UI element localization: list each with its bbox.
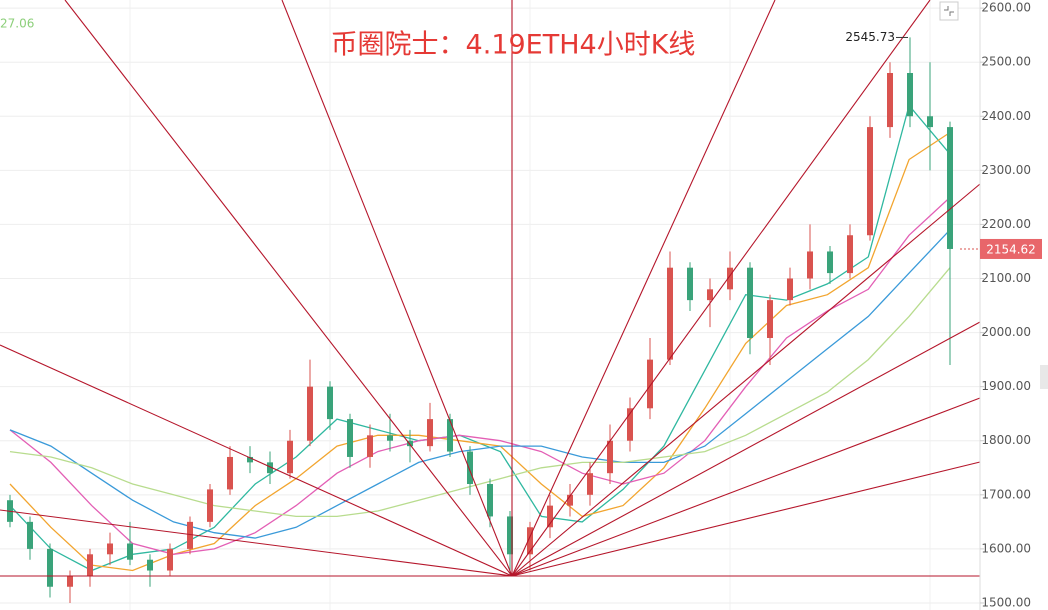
y-tick-label: 2400.00 xyxy=(981,109,1031,123)
candle-body xyxy=(667,267,673,360)
last-price-box xyxy=(980,238,1042,259)
fan-line xyxy=(511,397,981,577)
corner-label: 27.06 xyxy=(0,17,34,31)
y-tick-label: 1700.00 xyxy=(981,487,1031,501)
candle-body xyxy=(47,548,53,587)
candle-body xyxy=(467,451,473,484)
candle-body xyxy=(907,73,913,117)
y-tick-label: 2200.00 xyxy=(981,217,1031,231)
y-tick-label: 1600.00 xyxy=(981,541,1031,555)
last-price-label: 2154.62 xyxy=(986,242,1036,256)
y-tick-label: 2600.00 xyxy=(981,1,1031,15)
fan-line xyxy=(0,344,513,577)
candle-body xyxy=(587,473,593,495)
candle-body xyxy=(207,489,213,522)
candle-body xyxy=(727,267,733,290)
fan-line xyxy=(511,461,981,577)
grid xyxy=(0,7,980,604)
candle-body xyxy=(307,386,313,441)
candle-body xyxy=(527,527,533,555)
fan-line xyxy=(511,321,981,577)
candle-body xyxy=(447,419,453,452)
fan-line xyxy=(511,0,931,577)
expand-icon xyxy=(944,6,954,16)
moving-averages xyxy=(9,104,951,572)
candle-body xyxy=(267,462,273,474)
candle-body xyxy=(867,127,873,236)
candle-body xyxy=(607,440,613,474)
fan-line xyxy=(511,0,776,577)
candle-body xyxy=(407,440,413,447)
candle-body xyxy=(247,456,253,463)
y-axis: 1500.00 1600.00 1700.00 1800.00 1900.00 2000.… xyxy=(980,1,1031,609)
candle-body xyxy=(827,251,833,274)
candle-body xyxy=(687,267,693,301)
y-tick-label: 2500.00 xyxy=(981,55,1031,69)
candle-body xyxy=(507,516,513,555)
y-tick-label: 2100.00 xyxy=(981,271,1031,285)
candle-body xyxy=(947,127,953,249)
y-tick-label: 1900.00 xyxy=(981,379,1031,393)
y-tick-label: 2000.00 xyxy=(981,325,1031,339)
y-tick-label: 2300.00 xyxy=(981,163,1031,177)
high-label: 2545.73 xyxy=(845,30,895,44)
fan-line xyxy=(0,509,513,577)
candle-body xyxy=(387,435,393,441)
candle-body xyxy=(427,419,433,447)
y-tick-label: 1500.00 xyxy=(981,595,1031,609)
candle-body xyxy=(107,543,113,555)
fan-line xyxy=(511,183,981,577)
candle-body xyxy=(87,554,93,576)
candle-body xyxy=(547,505,553,528)
side-handle[interactable] xyxy=(1040,365,1048,389)
axis-background xyxy=(980,0,1048,610)
candle-body xyxy=(887,73,893,128)
candle-body xyxy=(27,521,33,549)
ma-line xyxy=(9,104,951,572)
candle-body xyxy=(147,559,153,571)
candle-body xyxy=(487,483,493,517)
candle-body xyxy=(567,494,573,506)
candle-body xyxy=(847,235,853,274)
ma-line xyxy=(9,229,951,539)
fan-line xyxy=(64,0,513,577)
fan-line xyxy=(281,0,513,577)
candle-body xyxy=(287,440,293,474)
candle-body xyxy=(787,278,793,301)
candle-body xyxy=(707,289,713,301)
candle-body xyxy=(367,435,373,457)
chart-title: 币圈院士：4.19ETH4小时K线 xyxy=(331,30,696,61)
candle-body xyxy=(747,267,753,338)
candle-body xyxy=(627,408,633,441)
ma-line xyxy=(9,267,951,518)
ma-line xyxy=(9,196,951,555)
y-tick-label: 1800.00 xyxy=(981,433,1031,447)
candle-body xyxy=(227,456,233,490)
candle-body xyxy=(347,419,353,457)
candles xyxy=(7,37,953,603)
ma-line xyxy=(9,131,951,572)
candle-body xyxy=(327,386,333,420)
candle-body xyxy=(167,548,173,571)
candle-body xyxy=(647,359,653,409)
gann-fan xyxy=(0,0,981,577)
candle-body xyxy=(127,543,133,560)
candle-body xyxy=(927,116,933,128)
candle-body xyxy=(187,521,193,549)
expand-button[interactable] xyxy=(939,1,959,21)
vertical-grid xyxy=(129,0,931,610)
candle-body xyxy=(67,575,73,587)
candle-body xyxy=(807,251,813,279)
candle-body xyxy=(767,300,773,338)
